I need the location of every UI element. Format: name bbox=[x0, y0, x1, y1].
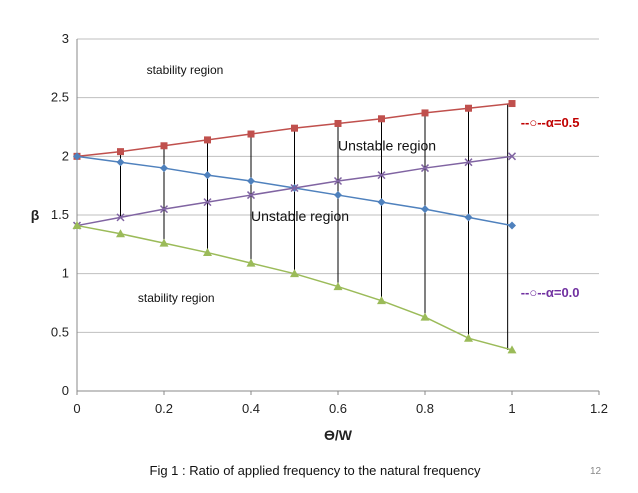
data-point bbox=[73, 152, 81, 161]
data-point bbox=[203, 248, 212, 257]
data-point bbox=[246, 258, 256, 267]
y-tick-label: 0.5 bbox=[51, 324, 69, 339]
data-point bbox=[246, 191, 256, 200]
region-labels: stability region Unstable region Unstable … bbox=[138, 63, 436, 305]
data-point bbox=[377, 171, 386, 180]
data-point bbox=[420, 164, 430, 173]
data-point bbox=[247, 130, 255, 138]
x-tick-label: 0.4 bbox=[242, 401, 260, 416]
data-point bbox=[290, 269, 299, 278]
y-tick-label: 2 bbox=[62, 148, 69, 163]
axes: 0 0.5 1 1.5 2 2.5 3 0 0.2 0.4 0.6 0.8 1 1.2 bbox=[51, 31, 608, 416]
x-tick-label: 1 bbox=[508, 401, 515, 416]
data-point bbox=[507, 152, 517, 161]
data-point bbox=[203, 171, 212, 180]
y-tick-label: 0 bbox=[62, 383, 69, 398]
data-point bbox=[160, 164, 168, 173]
x-tick-label: 0.8 bbox=[416, 401, 434, 416]
data-point bbox=[333, 176, 343, 186]
data-point bbox=[377, 198, 386, 207]
data-point bbox=[464, 213, 473, 222]
x-tick-label: 0 bbox=[73, 401, 80, 416]
annotations: --○--α=0.5 --○--α=0.0 bbox=[521, 115, 580, 300]
y-axis-title: β bbox=[31, 207, 40, 223]
data-point bbox=[420, 312, 430, 321]
slide-number: 12 bbox=[590, 466, 602, 477]
figure-caption: Fig 1 : Ratio of applied frequency to th… bbox=[150, 463, 481, 478]
data-point bbox=[204, 136, 211, 144]
data-point bbox=[333, 282, 343, 291]
data-point bbox=[291, 124, 298, 132]
y-tick-label: 1.5 bbox=[51, 207, 69, 222]
data-point bbox=[116, 158, 125, 167]
data-point bbox=[203, 198, 212, 207]
y-tick-label: 3 bbox=[62, 31, 69, 46]
x-tick-label: 1.2 bbox=[590, 401, 608, 416]
data-point bbox=[508, 100, 516, 108]
region-label: stability region bbox=[138, 291, 215, 305]
data-point bbox=[159, 238, 169, 247]
series-group bbox=[72, 100, 517, 354]
data-point bbox=[116, 229, 125, 238]
data-point bbox=[72, 221, 82, 230]
data-point bbox=[159, 205, 169, 214]
data-point bbox=[117, 148, 124, 156]
data-point bbox=[334, 191, 342, 200]
data-point bbox=[508, 221, 516, 230]
data-point bbox=[465, 104, 472, 112]
data-point bbox=[421, 109, 429, 117]
y-tick-label: 2.5 bbox=[51, 90, 69, 105]
x-axis-title: ϴ/W bbox=[324, 427, 353, 443]
data-point bbox=[464, 158, 473, 167]
data-point bbox=[334, 119, 342, 127]
data-point bbox=[464, 333, 473, 342]
series-annotation: --○--α=0.5 bbox=[521, 115, 580, 130]
data-point bbox=[160, 142, 168, 150]
region-label: Unstable region bbox=[338, 137, 436, 153]
vertical-lines bbox=[120, 103, 509, 350]
data-point bbox=[421, 205, 429, 214]
data-point bbox=[378, 115, 385, 123]
region-label: stability region bbox=[147, 63, 224, 77]
data-point bbox=[290, 183, 299, 193]
series-annotation: --○--α=0.0 bbox=[521, 285, 580, 300]
y-tick-label: 1 bbox=[62, 266, 69, 281]
data-point bbox=[377, 296, 386, 305]
x-tick-label: 0.2 bbox=[155, 401, 173, 416]
region-label: Unstable region bbox=[251, 208, 349, 224]
data-point bbox=[116, 213, 125, 222]
x-tick-label: 0.6 bbox=[329, 401, 347, 416]
data-point bbox=[247, 176, 255, 185]
data-point bbox=[507, 345, 517, 354]
